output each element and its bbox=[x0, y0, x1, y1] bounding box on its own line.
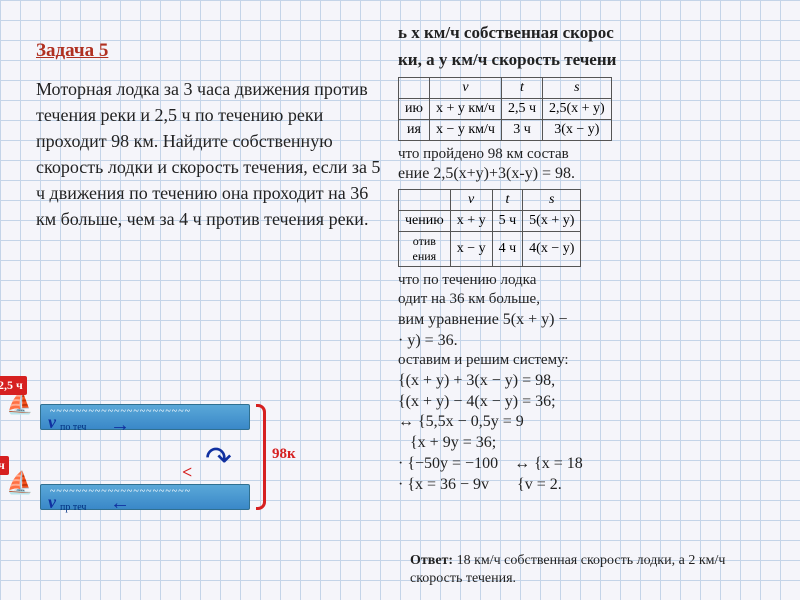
table-header: t bbox=[501, 77, 542, 98]
system-line: {(x + y) + 3(x − y) = 98, bbox=[398, 371, 798, 392]
answer-text: 18 км/ч собственная скорость лодки, а 2 … bbox=[410, 553, 725, 586]
turn-arrow-icon: ↷ bbox=[205, 439, 232, 477]
table-header: v bbox=[450, 189, 492, 210]
table-cell: x + y bbox=[450, 210, 492, 231]
equation: ение 2,5(x+y)+3(x-y) = 98. bbox=[398, 164, 798, 185]
equation: вим уравнение 5(x + y) − bbox=[398, 310, 798, 331]
task-title: Задача 5 bbox=[36, 40, 386, 62]
downstream-label: по теч bbox=[60, 422, 86, 433]
system-line: · {x = 36 − 9v {v = 2. bbox=[398, 475, 798, 496]
table-header: t bbox=[492, 189, 523, 210]
task-body: Моторная лодка за 3 часа движения против… bbox=[36, 76, 386, 233]
table-cell: чению bbox=[399, 210, 451, 231]
table-cell: 2,5 ч bbox=[501, 98, 542, 119]
arrow-left-icon: ← bbox=[110, 492, 130, 515]
table-cell: 4(x − y) bbox=[523, 231, 581, 266]
table-cell: 3 ч bbox=[501, 119, 542, 140]
table-cell: 3(x − y) bbox=[543, 119, 612, 140]
table-cell: 5(x + y) bbox=[523, 210, 581, 231]
boat-icon: ⛵ bbox=[6, 470, 33, 496]
distance-brace bbox=[256, 404, 266, 510]
table-header: v bbox=[429, 77, 501, 98]
velocity-symbol: ν bbox=[48, 412, 56, 433]
system-line: · {−50y = −100 ↔ {x = 18 bbox=[398, 454, 798, 475]
system-line: {x + 9y = 36; bbox=[398, 433, 798, 454]
chevron-icon: < bbox=[182, 462, 192, 483]
table-header bbox=[399, 77, 430, 98]
answer-block: Ответ: 18 км/ч собственная скорость лодк… bbox=[410, 552, 780, 588]
boat-diagram: ~~~~~~~~~~~~~~~~~~~~~~ ~~~~~~~~~~~~~~~~~… bbox=[0, 374, 340, 524]
intro-line: ь x км/ч собственная скорос bbox=[398, 22, 798, 43]
answer-label: Ответ: bbox=[410, 553, 453, 568]
table-cell: x − y км/ч bbox=[429, 119, 501, 140]
table-cell: 4 ч bbox=[492, 231, 523, 266]
work-line: оставим и решим систему: bbox=[398, 351, 798, 371]
flag-downstream: 2,5 ч bbox=[0, 376, 27, 395]
arrow-right-icon: → bbox=[110, 414, 130, 437]
distance-label: 98к bbox=[272, 446, 296, 463]
system-line: ↔ {5,5x − 0,5y = 9 bbox=[398, 412, 798, 433]
solution-column: ь x км/ч собственная скорос ки, а y км/ч… bbox=[398, 22, 798, 496]
velocity-symbol: ν bbox=[48, 492, 56, 513]
table-cell: 5 ч bbox=[492, 210, 523, 231]
equation: · y) = 36. bbox=[398, 331, 798, 352]
flag-upstream: ч bbox=[0, 456, 9, 475]
work-line: одит на 36 км больше, bbox=[398, 290, 798, 310]
table-cell: ия bbox=[399, 119, 430, 140]
intro-line: ки, а y км/ч скорость течени bbox=[398, 49, 798, 70]
work-line: что по течению лодка bbox=[398, 271, 798, 291]
vts-table-2: v t s чению x + y 5 ч 5(x + y) отив ения… bbox=[398, 189, 581, 267]
upstream-label: пр теч bbox=[60, 502, 86, 513]
work-line: что пройдено 98 км состав bbox=[398, 145, 798, 165]
table-header: s bbox=[543, 77, 612, 98]
table-cell: x + y км/ч bbox=[429, 98, 501, 119]
table-header: s bbox=[523, 189, 581, 210]
system-line: {(x + y) − 4(x − y) = 36; bbox=[398, 392, 798, 413]
table-cell: отив ения bbox=[399, 231, 451, 266]
table-cell: ию bbox=[399, 98, 430, 119]
table-header bbox=[399, 189, 451, 210]
vts-table-1: v t s ию x + y км/ч 2,5 ч 2,5(x + y) ия … bbox=[398, 77, 612, 141]
table-cell: x − y bbox=[450, 231, 492, 266]
table-cell: 2,5(x + y) bbox=[543, 98, 612, 119]
